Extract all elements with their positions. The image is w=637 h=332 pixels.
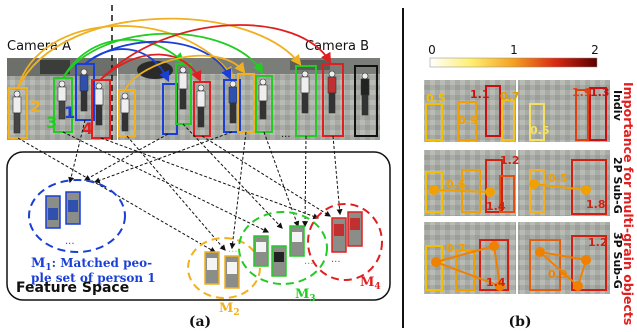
matching-curves — [17, 17, 332, 91]
svg-text:1.4: 1.4 — [486, 200, 506, 213]
svg-text:1.8: 1.8 — [586, 198, 606, 211]
svg-text:1.2: 1.2 — [588, 236, 608, 249]
cluster-m4 — [307, 203, 383, 281]
camera-a-label: Camera A — [7, 39, 71, 54]
m2-ellipsis: ... — [228, 244, 238, 255]
panel-a: 2 3 1 4 ... Camera A Camera B — [6, 5, 391, 330]
m1-description: ple set of person 1 — [31, 271, 156, 285]
svg-text:0.7: 0.7 — [446, 242, 466, 255]
cluster-m3 — [238, 211, 328, 285]
svg-text:0.7: 0.7 — [500, 90, 520, 103]
svg-text:0.9: 0.9 — [548, 268, 568, 281]
svg-text:1.3: 1.3 — [590, 86, 610, 99]
camera-b-label: Camera B — [305, 39, 369, 54]
row-label-indiv: Indiv — [611, 90, 624, 122]
camera-b-ellipsis: ... — [281, 129, 291, 140]
svg-text:0.9: 0.9 — [458, 114, 478, 127]
row2-boxes — [425, 159, 607, 215]
row-label-3p: 3P Sub-G — [611, 232, 624, 289]
row-label-2p: 2P Sub-G — [611, 157, 624, 214]
cluster-m2 — [187, 237, 261, 299]
m4-ellipsis: ... — [331, 254, 341, 265]
m3-ellipsis: ... — [304, 256, 314, 267]
m1-label: M1: Matched peo- — [31, 256, 152, 273]
svg-text:0.5: 0.5 — [530, 124, 550, 137]
row3-links — [431, 241, 591, 291]
svg-text:1.1: 1.1 — [470, 88, 490, 101]
panel-b: 0 1 2 — [424, 43, 636, 330]
colorbar-tick-0: 0 — [428, 43, 436, 57]
svg-text:1.9: 1.9 — [572, 86, 592, 99]
m3-label: M3 — [295, 287, 316, 304]
colorbar — [429, 57, 598, 68]
svg-text:1.4: 1.4 — [486, 276, 506, 289]
cluster-m1 — [28, 179, 126, 253]
people-silhouettes — [12, 66, 370, 134]
m4-label: M4 — [360, 275, 381, 292]
svg-text:1.2: 1.2 — [500, 154, 520, 167]
person-id-3: 3 — [46, 113, 57, 132]
colorbar-tick-1: 1 — [510, 43, 518, 57]
m1-ellipsis: ... — [65, 236, 75, 247]
row1-boxes — [425, 85, 607, 141]
person-id-2: 2 — [30, 97, 41, 116]
feature-space-box — [6, 151, 391, 301]
person-id-4: 4 — [82, 119, 93, 138]
feature-arrows — [17, 119, 343, 253]
colorbar-tick-2: 2 — [591, 43, 599, 57]
person-id-1: 1 — [64, 103, 75, 122]
svg-text:0.5: 0.5 — [426, 92, 446, 105]
caption-a: (a) — [189, 314, 211, 330]
camera-b-boxes — [118, 63, 378, 137]
svg-text:0.5: 0.5 — [548, 172, 568, 185]
svg-text:0.6: 0.6 — [446, 178, 466, 191]
cluster-thumbnails — [45, 191, 363, 289]
row2-links — [429, 179, 591, 197]
m2-label: M2 — [219, 301, 240, 318]
camera-b-image — [118, 58, 380, 140]
importance-values: 0.5 0.9 1.1 0.7 0.5 1.9 1.3 0.6 1.4 1.2 … — [426, 86, 610, 289]
feature-space-label: Feature Space — [16, 280, 129, 296]
side-title: Importance for multi-grain objects — [621, 82, 636, 325]
caption-b: (b) — [508, 314, 531, 330]
